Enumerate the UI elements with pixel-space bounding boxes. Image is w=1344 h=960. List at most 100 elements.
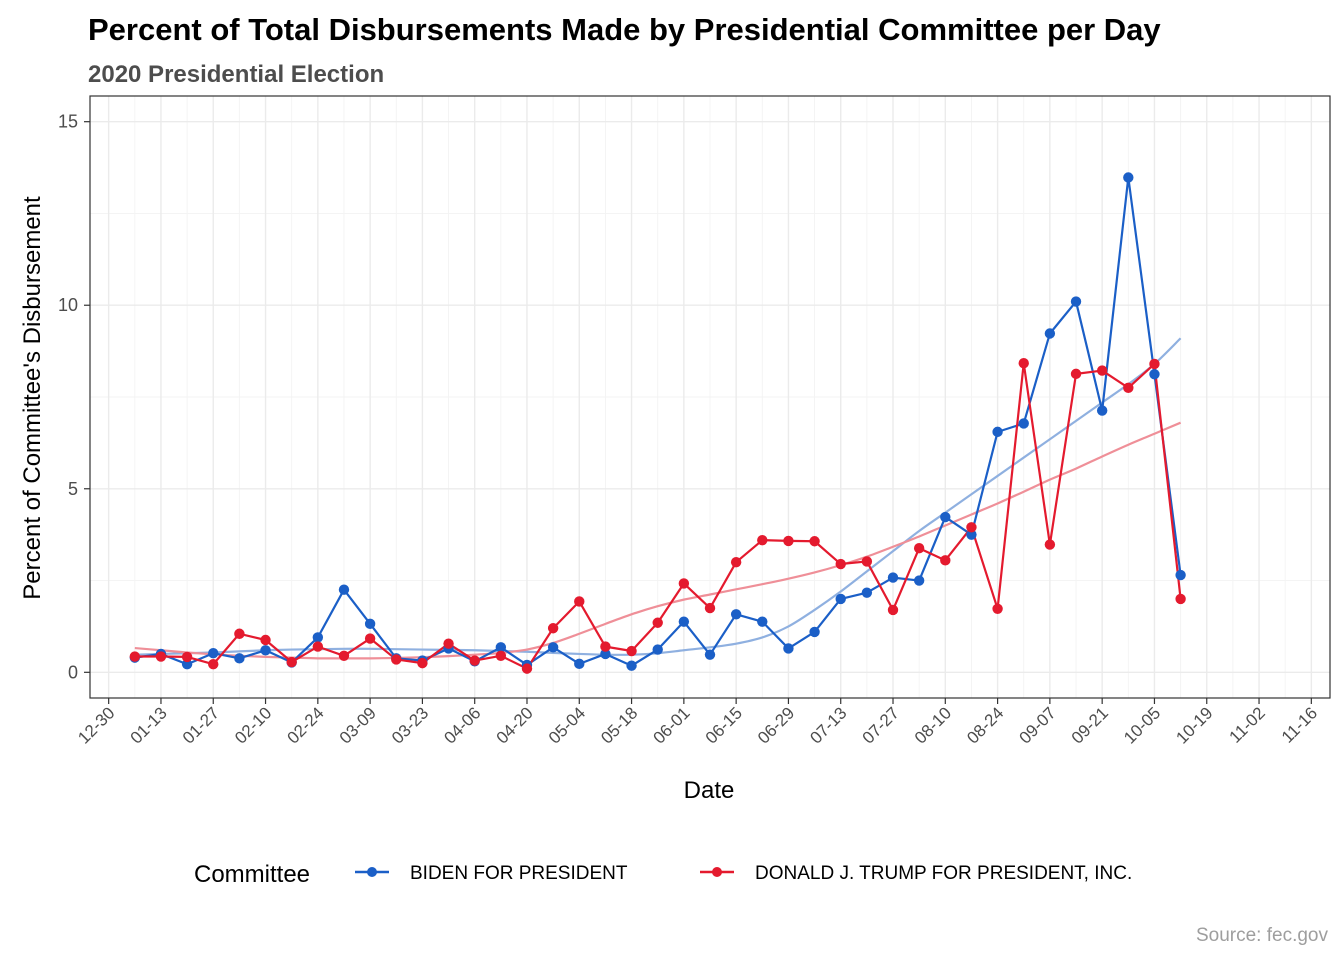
x-tick-label: 06-01	[650, 703, 694, 747]
x-tick-label: 04-06	[440, 703, 484, 747]
data-point-1	[181, 651, 193, 663]
data-point-1	[600, 641, 611, 652]
data-point-0	[861, 587, 873, 598]
x-tick-label: 11-16	[1278, 703, 1321, 746]
data-point-0	[208, 648, 219, 659]
data-point-1	[1175, 593, 1186, 605]
x-tick-label: 07-27	[859, 703, 903, 747]
chart-subtitle: 2020 Presidential Election	[88, 61, 384, 88]
data-point-1	[1070, 368, 1082, 380]
x-tick-label: 10-19	[1172, 703, 1216, 747]
data-point-0	[1096, 405, 1108, 416]
data-point-1	[835, 558, 846, 570]
data-point-0	[887, 572, 899, 583]
data-point-1	[1149, 358, 1160, 370]
data-point-1	[704, 602, 716, 614]
x-tick-label: 03-09	[336, 703, 380, 747]
data-point-1	[913, 543, 925, 554]
data-point-0	[234, 653, 245, 664]
x-tick-label: 03-23	[388, 703, 432, 747]
x-tick-label: 12-30	[74, 703, 118, 747]
x-tick-label: 09-21	[1068, 703, 1112, 747]
data-point-0	[600, 648, 611, 660]
data-point-1	[652, 617, 663, 628]
legend-item-biden: BIDEN FOR PRESIDENT	[355, 863, 628, 884]
data-point-1	[155, 651, 167, 662]
data-point-1	[495, 650, 507, 661]
y-tick-label: 0	[68, 662, 78, 682]
data-point-0	[992, 426, 1003, 438]
grid-major	[90, 96, 1330, 698]
data-point-1	[338, 650, 350, 661]
trend-line-1	[134, 421, 1182, 660]
x-axis-label: Date	[684, 777, 735, 804]
x-tick-label: 10-05	[1120, 703, 1164, 747]
data-point-1	[521, 663, 533, 674]
x-tick-label: 07-13	[806, 703, 850, 747]
data-point-0	[678, 616, 690, 627]
plot-panel	[89, 95, 1331, 699]
data-point-1	[678, 578, 690, 589]
legend-label-biden: BIDEN FOR PRESIDENT	[410, 863, 628, 884]
x-axis: 12-30 01-13 01-27 02-10 02-24 03-09 03-23 04-06…	[74, 698, 1321, 748]
data-point-1	[417, 657, 428, 669]
y-tick-label: 15	[58, 112, 78, 132]
chart-title: Percent of Total Disbursements Made by P…	[88, 12, 1161, 47]
x-tick-label: 11-02	[1226, 703, 1269, 746]
data-point-1	[730, 556, 742, 568]
data-point-1	[1096, 365, 1108, 376]
data-point-0	[1044, 328, 1056, 339]
data-point-0	[1018, 418, 1029, 429]
x-tick-label: 09-07	[1016, 703, 1060, 747]
data-point-1	[260, 634, 271, 646]
legend-key-point-trump	[712, 867, 722, 877]
x-tick-label: 08-24	[963, 703, 1007, 747]
data-point-0	[364, 618, 376, 630]
x-tick-label: 01-13	[127, 703, 171, 747]
data-point-1	[940, 555, 951, 566]
data-point-0	[1070, 296, 1082, 307]
y-axis-label: Percent of Committee's Disbursement	[19, 196, 46, 600]
data-point-0	[966, 529, 977, 540]
x-tick-label: 06-29	[754, 703, 798, 747]
data-point-0	[704, 649, 716, 660]
data-point-0	[1149, 369, 1160, 380]
data-point-1	[364, 633, 376, 644]
data-point-1	[966, 522, 977, 533]
data-point-0	[809, 626, 820, 638]
data-point-0	[547, 642, 559, 653]
grid-minor	[90, 96, 1330, 698]
data-point-1	[757, 534, 768, 546]
data-point-0	[730, 609, 742, 620]
data-point-1	[391, 654, 402, 665]
legend: Committee BIDEN FOR PRESIDENT DONALD J. …	[194, 861, 1132, 888]
data-point-1	[1018, 358, 1029, 369]
data-point-1	[547, 623, 559, 634]
data-point-1	[1123, 382, 1134, 394]
legend-key-point-biden	[367, 867, 377, 877]
data-point-1	[626, 645, 637, 657]
data-point-1	[574, 596, 585, 607]
data-point-1	[208, 659, 219, 670]
series-points	[129, 172, 1186, 674]
source-caption: Source: fec.gov	[1196, 925, 1329, 946]
data-point-1	[809, 536, 820, 547]
data-point-1	[286, 656, 297, 668]
y-tick-label: 10	[58, 295, 78, 315]
data-point-0	[652, 644, 663, 655]
data-point-1	[887, 604, 899, 616]
data-point-1	[312, 641, 324, 652]
data-point-1	[861, 556, 873, 567]
data-point-0	[757, 616, 768, 627]
data-point-0	[495, 642, 507, 653]
x-tick-label: 02-10	[231, 703, 275, 747]
y-tick-label: 5	[68, 479, 78, 499]
data-point-0	[1175, 569, 1186, 581]
data-point-1	[992, 603, 1003, 615]
data-point-0	[626, 660, 637, 671]
data-point-1	[783, 535, 794, 547]
data-point-1	[129, 651, 141, 662]
data-point-0	[835, 593, 846, 605]
data-point-1	[1044, 539, 1056, 550]
